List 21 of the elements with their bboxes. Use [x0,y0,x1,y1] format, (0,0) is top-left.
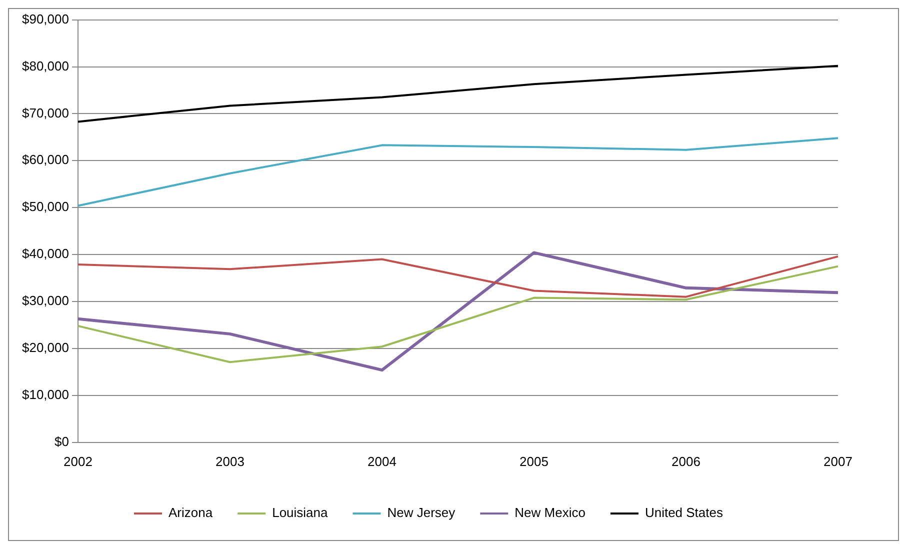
x-tick-label: 2003 [216,454,244,469]
y-tick-label: $90,000 [22,11,69,26]
legend-label: Arizona [168,505,214,520]
x-tick-label: 2002 [64,454,92,469]
y-tick-label: $30,000 [22,293,69,308]
y-tick-label: $80,000 [22,58,69,74]
y-tick-label: $0 [54,434,69,449]
x-tick-label: 2006 [672,454,700,469]
legend-label: New Mexico [514,505,586,520]
x-tick-label: 2007 [824,454,852,469]
y-tick-label: $40,000 [22,246,69,262]
legend-label: Louisiana [272,505,329,520]
x-tick-label: 2005 [520,454,548,469]
y-tick-label: $70,000 [22,105,69,120]
y-tick-label: $60,000 [22,152,69,168]
legend-label: New Jersey [387,505,456,520]
x-tick-label: 2004 [368,454,396,469]
legend-label: United States [644,505,724,520]
y-tick-label: $50,000 [22,199,69,214]
y-tick-label: $20,000 [22,340,69,356]
y-tick-label: $10,000 [22,387,69,402]
